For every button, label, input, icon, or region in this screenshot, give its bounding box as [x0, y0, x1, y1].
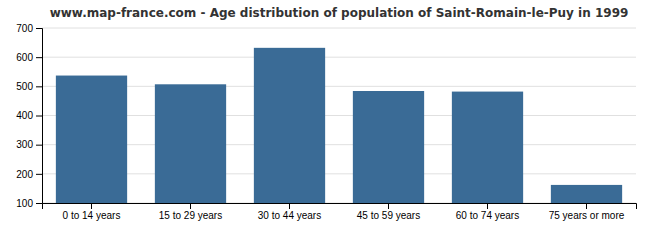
plot-area: 100 200 300 400 500 600 700 0 to 14 years 15 to …: [16, 23, 636, 229]
title: www.map-france.com - Age distribution of…: [50, 6, 629, 20]
x-axis: 0 to 14 years 15 to 29 years 30 to 44 year…: [43, 203, 637, 221]
x-tick-mark: [91, 203, 92, 209]
y-tick: 300: [16, 139, 42, 150]
x-tick-mark: [388, 203, 389, 209]
x-tick-label: 15 to 29 years: [159, 210, 222, 221]
y-tick-label: 200: [16, 169, 33, 180]
bar: [452, 92, 523, 203]
x-tick: 45 to 59 years: [357, 203, 420, 221]
chart-container: 100 200 300 400 500 600 700 0 to 14 years 15 to …: [0, 0, 650, 229]
x-tick-mark: [289, 203, 290, 209]
grid-line: [42, 173, 636, 174]
grid-line: [42, 115, 636, 116]
y-tick: 600: [16, 52, 42, 63]
x-tick-label: 30 to 44 years: [258, 210, 321, 221]
x-tick: 30 to 44 years: [258, 203, 321, 221]
y-axis-line: [36, 29, 43, 204]
bar: [56, 76, 127, 203]
x-tick-label: 0 to 14 years: [63, 210, 121, 221]
x-tick: 75 years or more: [549, 203, 625, 221]
y-tick-mark: [36, 145, 42, 146]
x-tick-label: 60 to 74 years: [456, 210, 519, 221]
y-tick-label: 300: [16, 139, 33, 150]
grid-line: [42, 57, 636, 58]
y-tick-label: 700: [16, 23, 33, 34]
bar: [254, 48, 325, 203]
x-axis-line: [43, 204, 637, 210]
y-tick: 700: [16, 23, 42, 34]
x-tick: 60 to 74 years: [456, 203, 519, 221]
bar: [551, 185, 622, 203]
grid-line: [42, 86, 636, 87]
y-tick-label: 600: [16, 52, 33, 63]
y-tick-mark: [36, 86, 42, 87]
grid-line: [42, 28, 636, 29]
y-tick-mark: [36, 57, 42, 58]
x-tick-mark: [586, 203, 587, 209]
bars: [56, 48, 622, 203]
grid-line: [42, 144, 636, 145]
y-tick-mark: [36, 116, 42, 117]
y-tick-label: 400: [16, 110, 33, 121]
bar: [353, 91, 424, 203]
y-tick-label: 100: [16, 198, 33, 209]
y-tick-mark: [36, 203, 42, 204]
x-tick: 15 to 29 years: [159, 203, 222, 221]
chart-svg: 100 200 300 400 500 600 700 0 to 14 years 15 to …: [0, 0, 650, 229]
y-tick-mark: [36, 174, 42, 175]
y-tick-label: 500: [16, 81, 33, 92]
y-axis: 100 200 300 400 500 600 700: [16, 23, 42, 209]
y-tick: 100: [16, 198, 42, 209]
y-tick: 400: [16, 110, 42, 121]
grid: [42, 28, 636, 203]
x-tick: 0 to 14 years: [63, 203, 121, 221]
x-tick-mark: [190, 203, 191, 209]
x-tick-label: 75 years or more: [549, 210, 625, 221]
x-tick-mark: [487, 203, 488, 209]
x-tick-label: 45 to 59 years: [357, 210, 420, 221]
y-tick: 200: [16, 169, 42, 180]
y-tick-mark: [36, 28, 42, 29]
y-tick: 500: [16, 81, 42, 92]
bar: [155, 84, 226, 203]
